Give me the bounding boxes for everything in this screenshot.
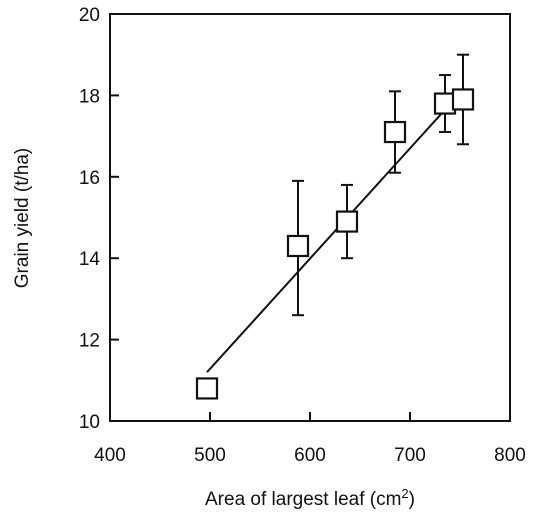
x-axis: 400 500 600 700 800 [94,412,526,466]
data-point [195,377,219,400]
y-tick-label: 10 [79,412,100,433]
data-markers [195,88,475,400]
x-tick-label: 500 [194,445,226,466]
x-axis-title: Area of largest leaf (cm2) [205,486,415,510]
data-point [383,120,407,144]
x-tick-label: 800 [494,445,526,466]
y-tick-label: 12 [79,331,100,352]
x-tick-label: 700 [394,445,426,466]
y-axis-title: Grain yield (t/ha) [12,148,33,288]
data-point [335,210,359,233]
y-tick-label: 20 [79,5,100,26]
x-tick-label: 400 [94,445,126,466]
data-point [286,234,310,258]
regression-line [206,94,459,373]
y-tick-label: 18 [79,86,100,107]
y-tick-label: 16 [79,168,100,189]
data-point [451,88,475,111]
y-axis: 10 12 14 16 18 20 [79,5,119,433]
y-tick-label: 14 [79,249,101,270]
fit-line-group [206,94,459,373]
x-tick-label: 600 [294,445,326,466]
